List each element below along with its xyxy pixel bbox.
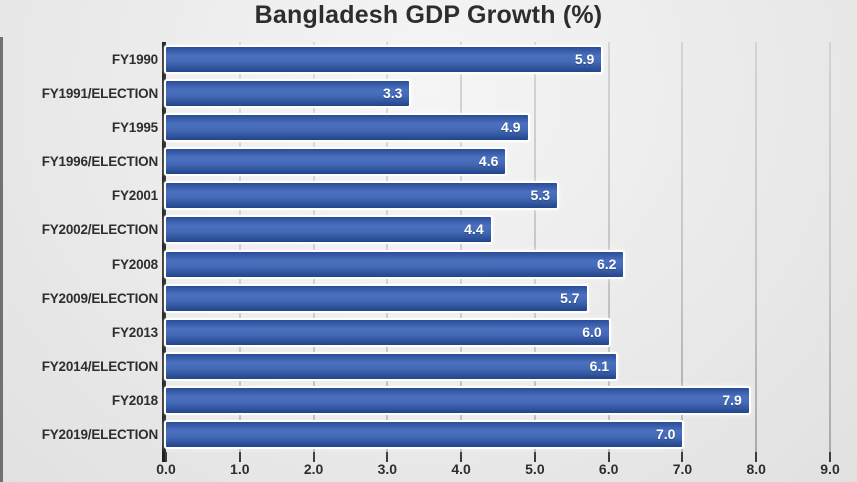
x-axis-tick-mark (607, 452, 610, 462)
bar-value-label: 7.0 (655, 426, 676, 443)
x-axis-tick-mark (312, 452, 315, 462)
bar-row: 5.7 (166, 281, 830, 315)
x-axis-tick-mark (386, 452, 389, 462)
category-label: FY1996/ELECTION (41, 154, 158, 170)
gridline (681, 42, 684, 452)
gridline (460, 42, 463, 452)
x-axis-tick-label: 1.0 (230, 461, 250, 477)
bar-row: 6.0 (166, 315, 830, 349)
bar-value-label: 5.9 (574, 50, 595, 67)
plot-area: 5.9 3.3 4.9 4.6 5.3 4.4 6.2 5.7 6.0 6.1 7.9 7.0 (162, 42, 831, 462)
x-axis-tick-mark (238, 452, 241, 462)
bar: 7.0 (166, 422, 683, 448)
gridline (755, 42, 758, 452)
bar-value-label: 5.7 (560, 289, 580, 306)
x-axis-tick-label: 2.0 (303, 461, 324, 477)
bar-value-label: 6.0 (582, 323, 602, 340)
bar-row: 4.4 (166, 213, 830, 247)
bar-value-label: 7.9 (722, 392, 742, 409)
bar: 5.3 (166, 183, 558, 209)
bar-value-label: 6.2 (596, 255, 617, 272)
bar-row: 6.1 (166, 350, 830, 384)
gridline (312, 42, 315, 452)
x-axis-tick-mark (829, 452, 831, 462)
bar-row: 4.6 (166, 145, 830, 179)
bar: 5.7 (166, 285, 587, 311)
category-label: FY1991/ELECTION (41, 85, 158, 101)
category-label: FY2018 (111, 393, 158, 409)
bar-value-label: 4.9 (501, 118, 521, 135)
x-axis-tick-label: 0.0 (156, 461, 176, 477)
x-axis-tick-label: 8.0 (746, 461, 766, 477)
category-label: FY2002/ELECTION (41, 222, 158, 238)
bar: 6.1 (166, 354, 617, 380)
bar: 5.9 (166, 46, 602, 72)
gridline (533, 42, 536, 452)
x-axis-tick-label: 6.0 (598, 461, 619, 477)
bar-value-label: 5.3 (530, 187, 551, 204)
bar: 7.9 (166, 388, 749, 414)
x-axis-tick-label: 4.0 (451, 461, 471, 477)
category-label: FY2008 (111, 256, 158, 272)
x-axis-tick-label: 9.0 (820, 461, 840, 477)
bar: 4.6 (166, 149, 506, 175)
x-axis-tick-mark (533, 452, 536, 462)
gridline (238, 42, 241, 452)
gridline (386, 42, 389, 452)
gridline (829, 42, 831, 452)
x-axis-tick-mark (165, 452, 167, 462)
bar-value-label: 6.1 (589, 358, 610, 375)
bar-row: 4.9 (166, 110, 830, 144)
category-label: FY2009/ELECTION (41, 290, 158, 306)
category-label: FY2019/ELECTION (41, 427, 158, 443)
left-edge-strip (0, 37, 3, 482)
x-axis-tick-label: 3.0 (377, 461, 398, 477)
x-axis-tick-mark (460, 452, 463, 462)
x-axis-tick-mark (681, 452, 684, 462)
bar: 6.2 (166, 251, 624, 277)
category-label: FY2001 (111, 188, 158, 204)
y-axis-line (162, 42, 166, 462)
category-label: FY2014/ELECTION (41, 359, 158, 375)
x-axis-tick-mark (755, 452, 758, 462)
category-axis: FY1990 FY1991/ELECTION FY1995 FY1996/ELECTI… (0, 42, 158, 452)
bar-row: 5.9 (166, 42, 830, 76)
bar-row: 7.0 (166, 418, 830, 452)
bar: 3.3 (166, 80, 410, 106)
x-axis-tick-label: 5.0 (525, 461, 545, 477)
bar-value-label: 4.4 (464, 221, 484, 238)
category-label: FY1995 (111, 119, 158, 135)
bar-row: 3.3 (166, 76, 830, 110)
gridline (607, 42, 610, 452)
bar-row: 7.9 (166, 384, 830, 418)
chart-title: Bangladesh GDP Growth (%) (254, 1, 603, 29)
bar-row: 6.2 (166, 247, 830, 281)
bar-value-label: 4.6 (478, 153, 499, 170)
category-label: FY1990 (111, 51, 158, 67)
bar: 6.0 (166, 319, 609, 345)
bar: 4.9 (166, 114, 528, 140)
x-axis-tick-label: 7.0 (672, 461, 693, 477)
bar: 4.4 (166, 217, 491, 243)
x-axis: 0.0 1.0 2.0 3.0 4.0 5.0 6.0 7.0 8.0 9.0 (156, 452, 839, 482)
bar-row: 5.3 (166, 179, 830, 213)
category-label: FY2013 (111, 324, 158, 340)
bar-value-label: 3.3 (382, 84, 403, 101)
